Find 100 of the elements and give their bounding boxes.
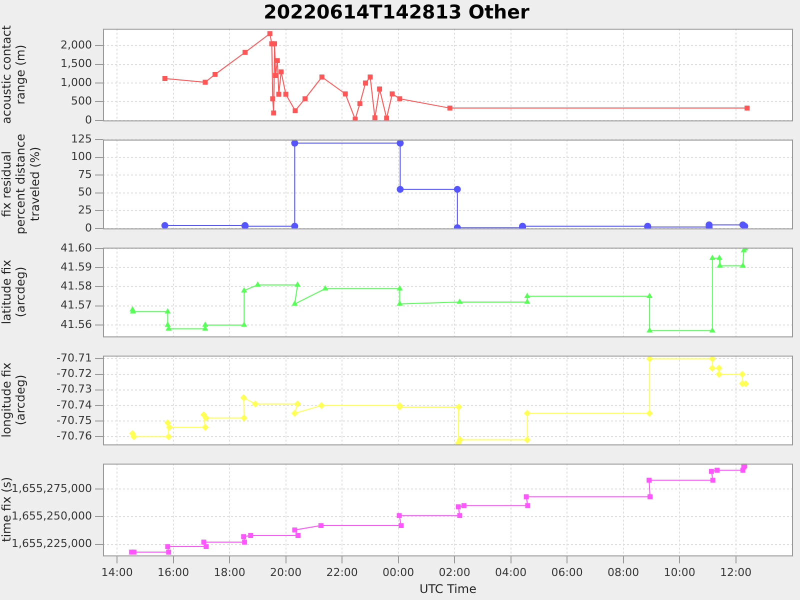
point xyxy=(456,298,463,304)
point xyxy=(342,91,348,96)
point xyxy=(276,92,282,97)
x-tick-label: 10:00 xyxy=(664,566,696,579)
point xyxy=(454,186,461,193)
point xyxy=(240,394,248,402)
point xyxy=(283,92,288,97)
point xyxy=(278,69,284,74)
point xyxy=(524,410,531,417)
point xyxy=(292,300,298,306)
point xyxy=(318,402,325,409)
point xyxy=(648,494,653,500)
y-tick-label: 1,000 xyxy=(60,76,92,89)
y-axis-title: time fix (s) xyxy=(0,476,14,542)
y-tick-label: 41.59 xyxy=(60,260,92,274)
point xyxy=(384,116,390,120)
y-tick-label: -70.71 xyxy=(56,352,92,365)
point xyxy=(455,404,462,411)
y-tick-label: 500 xyxy=(71,94,92,108)
point xyxy=(294,400,302,408)
y-tick-label: 0 xyxy=(85,113,92,126)
point xyxy=(270,96,276,102)
x-tick-label: 04:00 xyxy=(494,566,527,579)
x-tick-label: 18:00 xyxy=(214,566,246,579)
point xyxy=(164,419,172,426)
point xyxy=(457,513,462,518)
y-tick-label: 2,000 xyxy=(60,38,92,52)
point xyxy=(204,544,209,550)
y-tick-label: 0 xyxy=(85,221,92,234)
point xyxy=(646,292,653,298)
point xyxy=(322,285,328,290)
point xyxy=(646,356,654,362)
y-tick-label: 25 xyxy=(78,204,92,216)
point xyxy=(202,424,209,431)
point xyxy=(248,533,254,538)
point xyxy=(273,73,278,78)
x-tick-label: 14:00 xyxy=(101,566,133,579)
point xyxy=(201,540,206,545)
y-tick-label: 125 xyxy=(71,132,92,146)
x-axis-title: UTC Time xyxy=(420,582,476,596)
y-tick-label: 100 xyxy=(71,150,92,164)
x-tick-label: 20:00 xyxy=(270,566,302,579)
point xyxy=(396,140,404,147)
y-axis-title: latitude fix (arcdeg) xyxy=(0,260,28,324)
x-tick-label: 22:00 xyxy=(326,566,358,579)
x-tick-label: 12:00 xyxy=(720,566,752,579)
point xyxy=(291,222,298,228)
point xyxy=(714,468,720,473)
x-tick-label: 16:00 xyxy=(157,566,190,579)
point xyxy=(646,478,652,483)
point xyxy=(165,433,172,440)
y-tick-label: -70.75 xyxy=(56,414,92,427)
x-tick-label: 00:00 xyxy=(382,566,414,579)
point xyxy=(709,327,716,332)
point xyxy=(291,410,298,417)
y-tick-label: -70.73 xyxy=(56,382,92,396)
point xyxy=(296,533,300,538)
point xyxy=(396,285,403,290)
point xyxy=(738,370,746,378)
point xyxy=(646,327,653,332)
point xyxy=(398,523,404,528)
point xyxy=(524,298,530,304)
point xyxy=(166,550,172,555)
point xyxy=(241,287,248,292)
point xyxy=(715,364,722,372)
y-tick-label: 41.56 xyxy=(60,318,92,331)
x-tick-label: 02:00 xyxy=(438,566,470,579)
point xyxy=(242,540,248,545)
point xyxy=(525,503,530,508)
x-tick-label: 06:00 xyxy=(551,566,583,579)
point xyxy=(740,262,746,268)
point xyxy=(377,86,382,92)
point xyxy=(710,478,716,483)
point xyxy=(164,308,171,314)
y-tick-label: -70.74 xyxy=(56,398,92,412)
chart-title: 20220614T142813 Other xyxy=(264,1,530,24)
point xyxy=(252,400,259,408)
point xyxy=(254,281,261,287)
point xyxy=(372,115,378,120)
point xyxy=(212,72,218,77)
point xyxy=(241,534,246,540)
point xyxy=(319,74,324,80)
point xyxy=(161,222,168,228)
point xyxy=(646,410,654,417)
point xyxy=(397,96,402,102)
point xyxy=(456,436,464,444)
point xyxy=(716,254,722,260)
point xyxy=(708,356,716,362)
point xyxy=(302,96,308,102)
point xyxy=(292,108,298,114)
point xyxy=(363,80,368,86)
point xyxy=(202,414,210,422)
point xyxy=(166,424,174,431)
y-tick-label: 1,655,250,000 xyxy=(12,510,92,523)
point xyxy=(716,262,723,268)
point xyxy=(447,106,452,111)
point xyxy=(709,254,716,260)
y-tick-label: 41.57 xyxy=(60,298,92,312)
point xyxy=(396,300,403,306)
y-axis-title: longitude fix (arcdeg) xyxy=(0,362,28,438)
